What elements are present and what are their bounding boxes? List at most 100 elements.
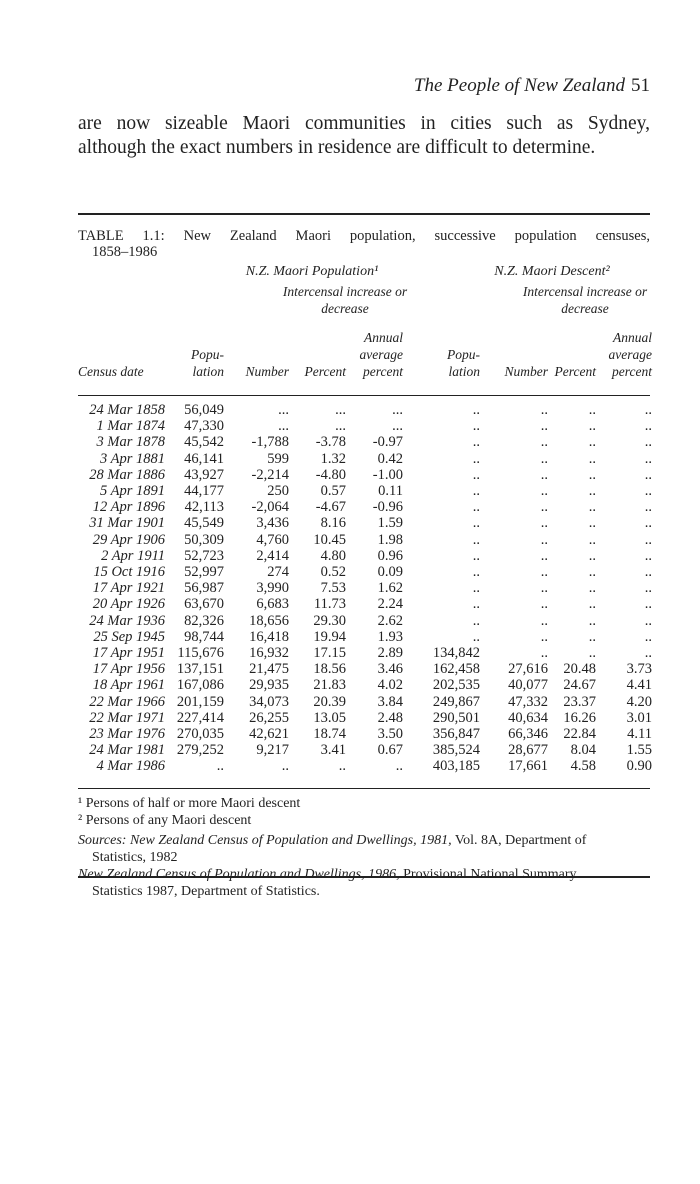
row-date: 12 Apr 1896 (92, 499, 165, 516)
cell: 20.48 (563, 661, 596, 678)
cell: 1.55 (626, 742, 652, 759)
cell: .. (540, 466, 548, 483)
row-date: 18 Apr 1961 (92, 677, 165, 694)
cell: 9,217 (256, 742, 289, 759)
cell: .. (540, 612, 548, 629)
cell: .. (472, 466, 480, 483)
row-date: 29 Apr 1906 (92, 531, 165, 548)
cell: -4.80 (315, 466, 346, 483)
table-top-rule (78, 213, 650, 215)
cell: 134,842 (432, 645, 480, 661)
row-date: 24 Mar 1981 (89, 742, 165, 759)
cell: .. (395, 758, 403, 775)
column-header: Annual (613, 330, 652, 345)
cell: .. (644, 564, 652, 580)
cell: 40,634 (508, 709, 548, 726)
cell: 1.98 (377, 531, 403, 548)
cell: 385,524 (432, 742, 480, 759)
cell: .. (472, 596, 480, 613)
table-caption: TABLE 1.1: New Zealand Maori population,… (78, 228, 650, 244)
cell: -3.78 (315, 434, 346, 451)
cell: 1.62 (377, 580, 403, 597)
cell: 0.42 (377, 450, 403, 467)
paragraph-line: although the exact numbers in residence … (78, 137, 596, 158)
cell: .. (588, 466, 596, 483)
cell: .. (472, 515, 480, 532)
cell: 8.16 (320, 515, 346, 532)
cell: 56,049 (184, 402, 224, 418)
cell: 18.56 (313, 661, 346, 678)
cell: 3.50 (377, 726, 403, 742)
column-header: average (359, 347, 403, 362)
subgroup-header: decrease (321, 301, 369, 316)
row-date: 15 Oct 1916 (93, 564, 165, 580)
cell: 279,252 (176, 742, 224, 759)
cell: 50,309 (184, 531, 224, 548)
cell: 52,997 (184, 564, 224, 580)
cell: .. (588, 402, 596, 418)
source-part: New Zealand Census of Population and Dwe… (78, 867, 400, 882)
table-foot-rule (78, 788, 650, 789)
row-date: 22 Mar 1966 (89, 693, 165, 710)
source-part: Vol. 8A, Department of (451, 833, 587, 848)
cell: 137,151 (176, 661, 224, 678)
cell: ... (392, 418, 403, 435)
cell: .. (540, 418, 548, 435)
column-header: average (608, 347, 652, 362)
cell: .. (644, 483, 652, 499)
cell: 270,035 (176, 726, 224, 742)
cell: 82,326 (184, 612, 224, 629)
cell: 0.90 (626, 758, 652, 775)
cell: 0.67 (377, 742, 403, 759)
cell: 250 (267, 483, 289, 499)
cell: 2.24 (377, 596, 403, 613)
group-header: N.Z. Maori Descent² (494, 264, 610, 279)
row-date: 22 Mar 1971 (89, 709, 165, 726)
cell: .. (588, 418, 596, 435)
cell: .. (540, 564, 548, 580)
cell: 3.41 (320, 742, 346, 759)
cell: 26,255 (249, 709, 289, 726)
cell: 20.39 (313, 693, 346, 710)
subgroup-header: Intercensal increase or (282, 284, 408, 299)
cell: 290,501 (432, 709, 480, 726)
cell: 42,621 (249, 726, 289, 742)
cell: 42,113 (184, 499, 224, 516)
cell: .. (540, 596, 548, 613)
cell: 18.74 (313, 726, 346, 742)
paragraph-line: are now sizeable Maori communities in ci… (78, 113, 650, 134)
cell: 19.94 (313, 628, 346, 645)
row-date: 28 Mar 1886 (89, 466, 165, 483)
row-date: 3 Apr 1881 (100, 450, 165, 467)
column-header: Census date (78, 364, 144, 379)
cell: 2.62 (377, 612, 403, 629)
cell: .. (540, 515, 548, 532)
column-header: lation (448, 364, 480, 379)
cell: -1.00 (372, 466, 403, 483)
cell: 274 (267, 564, 289, 580)
cell: -0.97 (372, 434, 403, 451)
cell: 16,418 (249, 628, 289, 645)
cell: ... (335, 418, 346, 435)
cell: .. (472, 628, 480, 645)
cell: 45,542 (184, 434, 224, 451)
cell: .. (588, 645, 596, 661)
cell: 167,086 (176, 677, 224, 694)
cell: 1.59 (377, 515, 403, 532)
cell: .. (644, 645, 652, 661)
row-date: 2 Apr 1911 (101, 547, 165, 564)
cell: 3,990 (256, 580, 289, 597)
cell: .. (588, 612, 596, 629)
cell: 29.30 (313, 612, 346, 629)
cell: -2,214 (251, 466, 289, 483)
cell: 6,683 (256, 596, 289, 613)
source: New Zealand Census of Population and Dwe… (78, 868, 577, 882)
cell: 4.02 (377, 677, 403, 694)
page-number: 51 (631, 75, 650, 96)
row-date: 4 Mar 1986 (96, 758, 165, 775)
cell: .. (644, 531, 652, 548)
cell: .. (644, 515, 652, 532)
cell: .. (540, 450, 548, 467)
cell: 0.57 (320, 483, 346, 499)
cell: 2.48 (377, 709, 403, 726)
